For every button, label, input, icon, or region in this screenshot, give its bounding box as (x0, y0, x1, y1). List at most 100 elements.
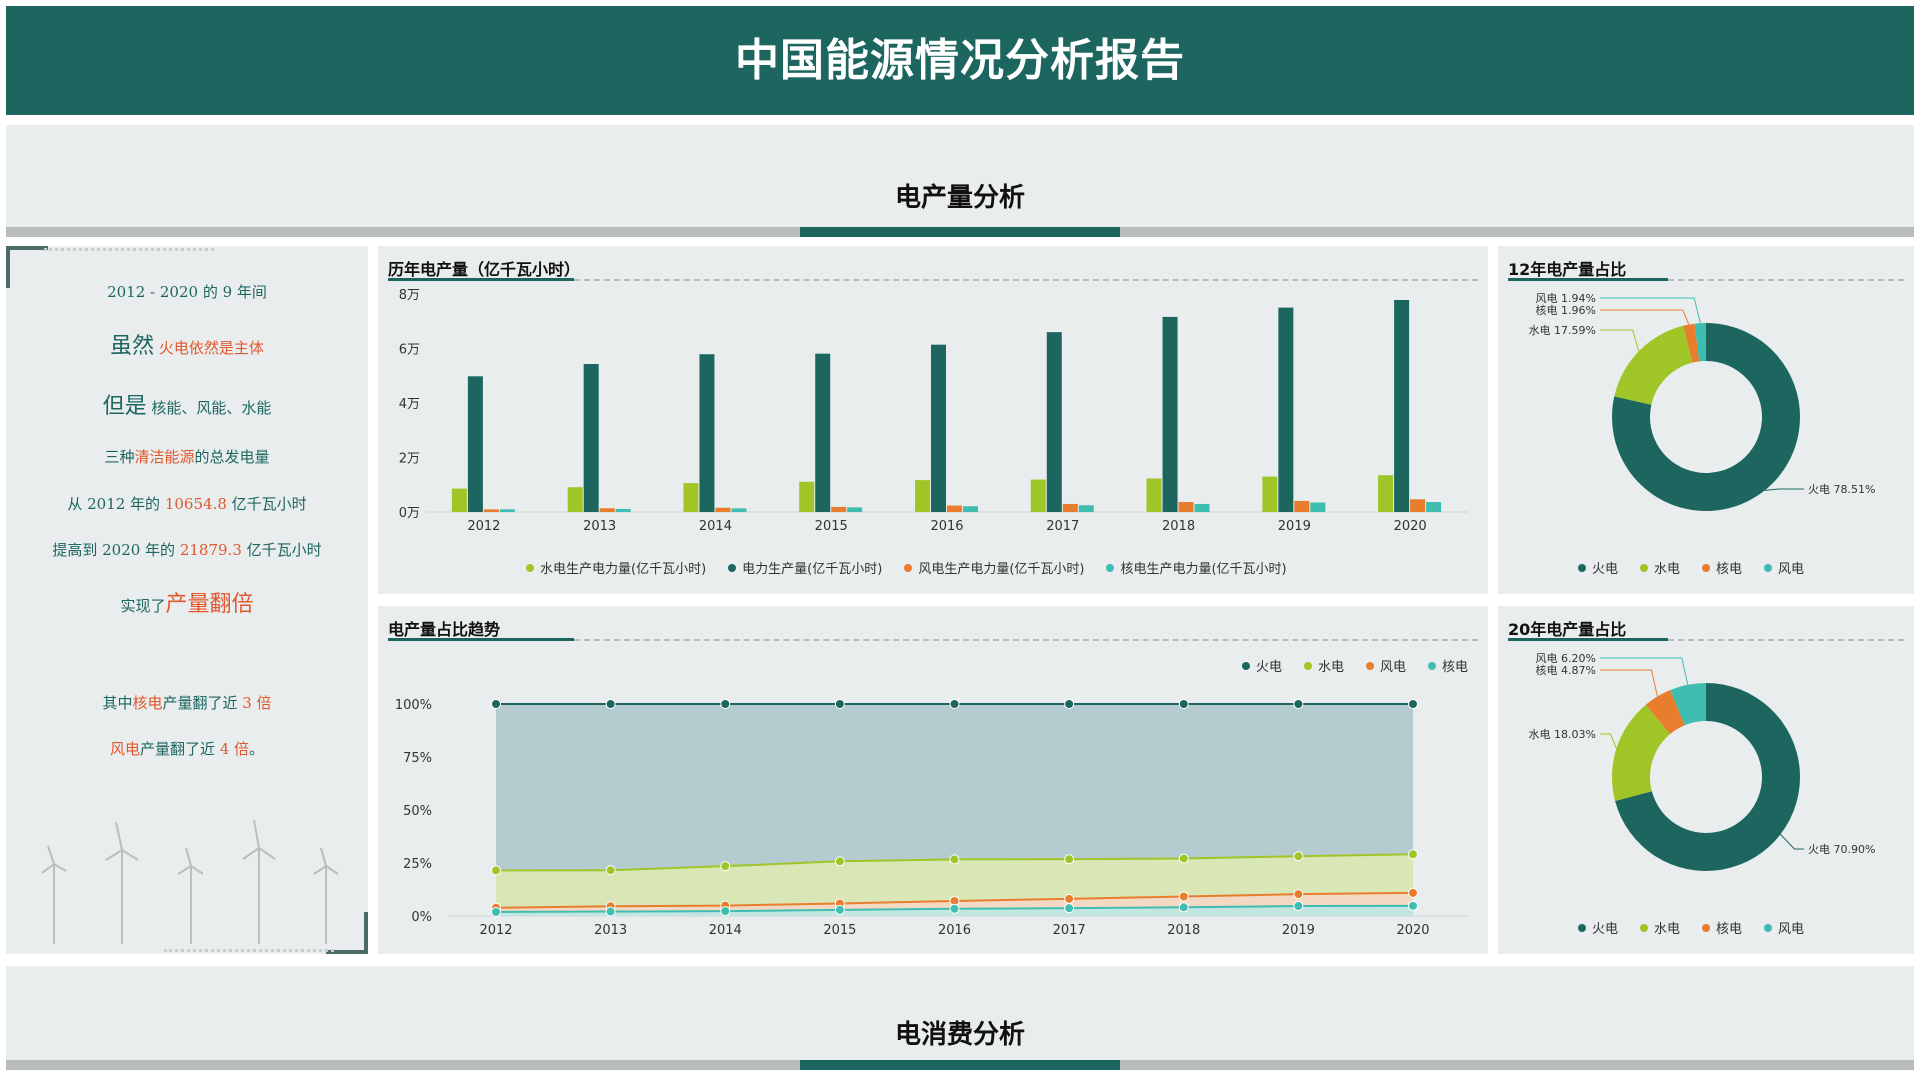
legend-dot-icon (1241, 661, 1250, 670)
point-wind (1178, 891, 1189, 902)
bar-wind (599, 508, 615, 512)
bar-wind (947, 505, 962, 512)
point-fire (1408, 699, 1418, 709)
slice-wind (1645, 690, 1685, 735)
slice-fire (1615, 683, 1800, 871)
point-water (1178, 853, 1189, 864)
x-tick-label: 2016 (930, 519, 963, 534)
x-tick-label: 2012 (467, 519, 500, 534)
point-nuclear (1064, 903, 1075, 914)
point-wind (1408, 887, 1418, 898)
area-chart-title: 电产量占比趋势 (388, 620, 501, 639)
slice-label: 火电 70.90% (1808, 843, 1875, 856)
bottom-decor-line (164, 949, 334, 952)
bar-chart-legend: 水电生产电力量(亿千瓦小时) 电力生产量(亿千瓦小时) 风电生产电力量(亿千瓦小时)… (526, 558, 1287, 577)
legend-label: 电力生产量(亿千瓦小时) (742, 562, 883, 577)
legend-dot-icon (1764, 923, 1773, 932)
bar-water (1378, 475, 1394, 512)
point-water (1408, 849, 1418, 860)
donut-2020-panel: 20年电产量占比 火电 70.90% 水电 18.03% 核电 4.87% 风电 6.… (1498, 606, 1914, 954)
title-dash-line (1668, 639, 1904, 641)
bar-wind (831, 506, 847, 512)
bar-water (799, 481, 815, 512)
legend-label: 核电 (1716, 562, 1743, 577)
slice-nuclear (1670, 683, 1706, 726)
section-production: 电产量分析 (6, 125, 1914, 237)
legend-label: 风电 (1778, 922, 1805, 937)
y-tick-label: 8万 (399, 288, 420, 303)
slice-nuclear (1694, 323, 1706, 362)
bar-water (683, 483, 699, 512)
legend-label: 水电 (1654, 562, 1681, 577)
bar-water (567, 487, 583, 512)
x-tick-label: 2016 (938, 923, 971, 938)
legend-item: 火电 (1578, 558, 1618, 577)
corner-decor (6, 246, 48, 288)
x-tick-label: 2015 (815, 519, 848, 534)
y-tick-label: 0% (411, 910, 432, 925)
bar-fire (931, 344, 946, 512)
leader-line (1600, 309, 1690, 325)
title-underline (1508, 638, 1668, 641)
bar-wind (1178, 502, 1194, 512)
legend-item: 水电生产电力量(亿千瓦小时) (526, 558, 706, 577)
x-tick-label: 2013 (583, 519, 616, 534)
legend-label: 水电生产电力量(亿千瓦小时) (540, 562, 707, 577)
bar-nuclear (847, 507, 863, 512)
bar-nuclear (1426, 502, 1442, 512)
x-tick-label: 2014 (709, 923, 742, 938)
point-fire (720, 699, 731, 709)
wind-turbine-icon (105, 821, 139, 944)
point-fire (491, 699, 501, 709)
donut-2012-panel: 12年电产量占比 火电 78.51% 水电 17.59% 核电 1.96% 风电 1.… (1498, 246, 1914, 594)
legend-label: 核电 (1441, 660, 1468, 675)
point-nuclear (1293, 901, 1304, 912)
bar-fire (583, 364, 599, 512)
legend-dot-icon (1702, 923, 1711, 932)
point-water (1293, 851, 1304, 862)
story-line-8: 其中核电产量翻了近 3 倍 (102, 694, 272, 712)
story-line-3: 但是 核能、风能、水能 (102, 394, 272, 419)
slice-label: 水电 18.03% (1529, 728, 1596, 741)
bar-fire (1046, 332, 1062, 512)
y-tick-label: 6万 (399, 343, 420, 358)
donut-2012-legend: 火电 水电 核电 风电 (1578, 558, 1804, 577)
y-tick-label: 4万 (399, 397, 420, 412)
point-water (1064, 854, 1075, 865)
bar-fire (1162, 316, 1178, 512)
legend-item: 电力生产量(亿千瓦小时) (728, 558, 882, 577)
bar-water (1146, 478, 1162, 512)
slice-water (1614, 325, 1693, 405)
legend-label: 水电 (1317, 660, 1344, 675)
legend-item: 风电 (1764, 918, 1804, 937)
legend-dot-icon (1578, 923, 1586, 932)
area-chart-legend: 火电 水电 风电 核电 (1241, 656, 1468, 675)
bar-fire (1278, 307, 1294, 512)
point-fire (1293, 699, 1304, 709)
corner-decor (326, 912, 368, 954)
x-tick-label: 2018 (1162, 519, 1195, 534)
legend-label: 风电 (1778, 562, 1805, 577)
legend-item: 核电生产电力量(亿千瓦小时) (1106, 558, 1287, 577)
area-chart: 0% 25% 50% 75% 100% 2012 2013 2014 2015 2016 2017 2… (395, 698, 1468, 938)
point-wind (1064, 893, 1075, 904)
section-consumption-title: 电消费分析 (894, 1020, 1025, 1050)
x-tick-label: 2017 (1046, 519, 1079, 534)
legend-label: 火电 (1255, 660, 1282, 675)
y-tick-label: 50% (403, 804, 432, 819)
legend-item: 风电生产电力量(亿千瓦小时) (904, 558, 1084, 577)
bar-wind (715, 507, 731, 512)
section-consumption: 电消费分析 (6, 966, 1914, 1070)
point-nuclear (491, 906, 501, 917)
y-tick-label: 0万 (399, 506, 420, 521)
x-tick-label: 2012 (479, 923, 512, 938)
story-line-5: 从 2012 年的 10654.8 亿千瓦小时 (67, 495, 307, 513)
legend-label: 核电 (1716, 922, 1743, 937)
bar-water (451, 488, 467, 512)
leader-line (1600, 329, 1640, 352)
donut-2020-title: 20年电产量占比 (1508, 620, 1627, 639)
legend-item: 水电 (1640, 918, 1680, 937)
report-title: 中国能源情况分析报告 (735, 35, 1185, 86)
title-underline (388, 278, 574, 281)
point-wind (1293, 889, 1304, 900)
